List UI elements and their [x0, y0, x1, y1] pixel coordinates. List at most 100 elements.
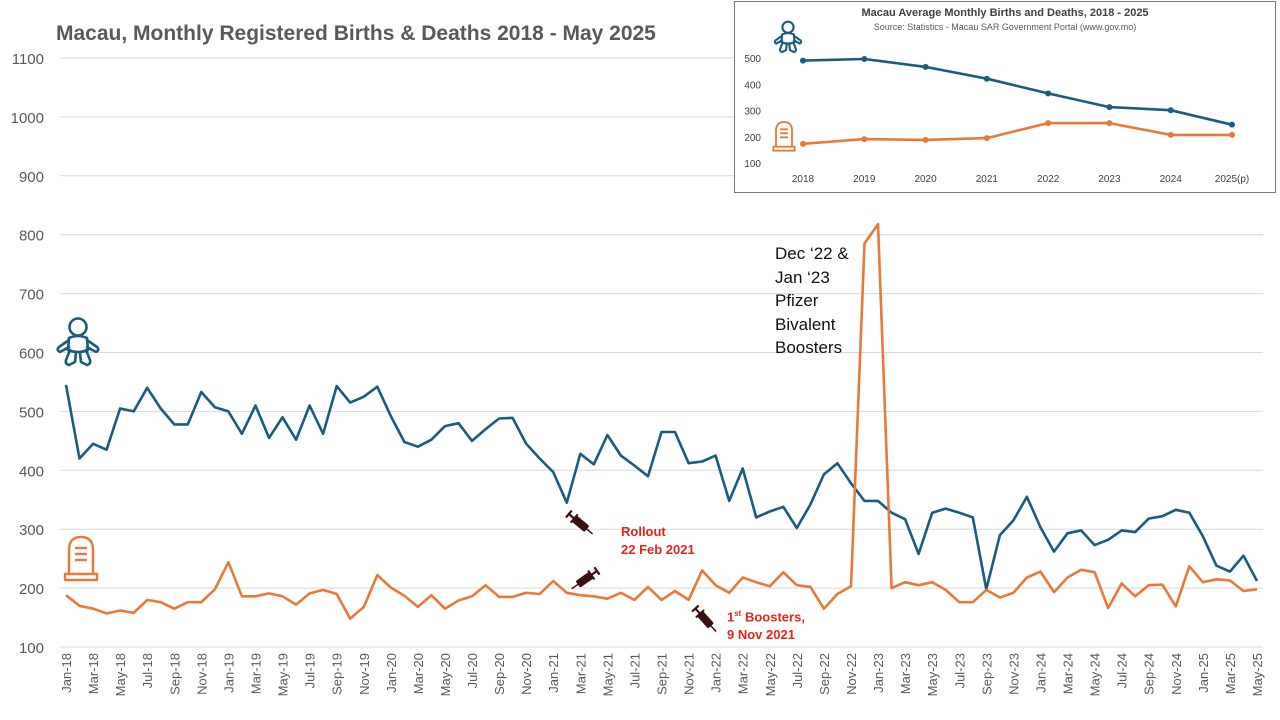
inset-series-line-deaths — [802, 121, 1232, 146]
inset-x-tick-label: 2020 — [914, 174, 937, 185]
inset-x-tick-label: 2018 — [792, 174, 815, 185]
inset-data-point — [983, 135, 990, 142]
inset-data-point — [1106, 104, 1113, 111]
x-tick-label: Nov-21 — [682, 653, 697, 695]
x-tick-label: Sep-20 — [492, 653, 507, 695]
annotation-line: 1st Boosters, — [727, 605, 805, 626]
x-tick-label: Jul-19 — [303, 653, 318, 688]
y-tick-label: 1100 — [12, 51, 44, 68]
inset-data-point — [861, 56, 868, 63]
x-tick-label: Jan-25 — [1196, 653, 1211, 693]
baby-icon — [773, 20, 803, 54]
y-tick-label: 500 — [19, 404, 44, 421]
annotation-text: Boosters, — [741, 609, 805, 625]
inset-y-tick-label: 500 — [744, 54, 761, 65]
inset-y-tick-label: 400 — [744, 80, 761, 91]
rollout-annotation: Rollout 22 Feb 2021 — [621, 523, 695, 559]
inset-data-point — [800, 140, 806, 147]
x-tick-label: Mar-24 — [1061, 653, 1076, 694]
annotation-line: Rollout — [621, 524, 666, 539]
annotation-line: Jan ‘23 — [775, 267, 830, 287]
x-tick-label: Nov-23 — [1006, 653, 1021, 695]
inset-chart: 100 200 300 400 500 2018 2019 2020 2021 2022 2023 2… — [744, 54, 1249, 185]
inset-subtitle: Source: Statistics - Macau SAR Governmen… — [873, 22, 1137, 32]
y-tick-label: 400 — [19, 463, 44, 480]
annotation-line: 9 Nov 2021 — [727, 627, 795, 643]
x-tick-label: Jan-18 — [59, 653, 74, 693]
x-tick-label: May-19 — [276, 653, 291, 696]
syringe-icon — [691, 604, 717, 633]
annotation-line: Bivalent — [775, 314, 836, 334]
x-tick-label: Jul-20 — [465, 653, 480, 688]
baby-icon — [56, 317, 100, 367]
inset-x-tick-label: 2024 — [1160, 174, 1183, 185]
x-tick-label: May-22 — [763, 653, 778, 696]
inset-data-point — [861, 136, 868, 143]
inset-x-tick-label: 2021 — [976, 174, 999, 185]
inset-data-point — [1229, 121, 1235, 128]
x-tick-label: Mar-22 — [736, 653, 751, 694]
x-tick-label: May-25 — [1250, 653, 1265, 696]
annotation-line: Boosters — [775, 338, 843, 357]
x-tick-label: Mar-25 — [1223, 653, 1238, 694]
annotation-text: 1 — [727, 609, 735, 625]
inset-chart-panel: 100 200 300 400 500 2018 2019 2020 2021 2022 2023 2… — [734, 1, 1276, 193]
y-tick-label: 100 — [19, 640, 44, 657]
x-tick-label: May-20 — [438, 653, 453, 696]
x-tick-label: Sep-18 — [167, 653, 182, 695]
x-tick-label: Jan-19 — [221, 653, 236, 693]
y-tick-label: 600 — [19, 346, 44, 363]
y-tick-label: 800 — [19, 228, 44, 245]
inset-x-tick-label: 2022 — [1037, 174, 1060, 185]
x-tick-label: Jul-21 — [627, 653, 642, 688]
inset-y-tick-label: 100 — [744, 159, 761, 170]
inset-data-point — [983, 75, 990, 82]
chart-title: Macau, Monthly Registered Births & Death… — [56, 22, 656, 45]
series-line-births — [64, 384, 1259, 591]
x-tick-label: Mar-20 — [411, 653, 426, 694]
y-tick-label: 200 — [19, 581, 44, 598]
x-tick-label: Nov-22 — [844, 653, 859, 695]
tombstone-icon — [63, 535, 99, 582]
inset-series-line-births — [802, 57, 1233, 126]
syringe-icon — [571, 566, 601, 590]
annotation-superscript: st — [734, 609, 742, 618]
x-tick-label: May-18 — [113, 653, 128, 696]
inset-data-point — [1167, 107, 1174, 114]
x-tick-label: Jul-22 — [790, 653, 805, 688]
inset-data-point — [1229, 131, 1235, 138]
x-tick-label: Mar-21 — [573, 653, 588, 694]
inset-data-point — [922, 63, 929, 70]
x-tick-label: Mar-19 — [248, 653, 263, 694]
annotation-line: Dec ‘22 & — [775, 244, 849, 263]
annotation-line: Pfizer — [775, 291, 819, 310]
x-tick-label: Jan-21 — [546, 653, 561, 693]
inset-x-tick-label: 2025(p) — [1215, 174, 1249, 185]
y-tick-label: 300 — [19, 522, 44, 539]
x-tick-label: Nov-19 — [357, 653, 372, 695]
inset-data-point — [1045, 90, 1052, 97]
x-tick-label: May-24 — [1088, 653, 1103, 696]
inset-title: Macau Average Monthly Births and Deaths,… — [861, 7, 1149, 19]
pfizer-bivalent-annotation: Dec ‘22 & Jan ‘23 Pfizer Bivalent Booste… — [775, 242, 849, 360]
x-tick-label: Jan-22 — [709, 653, 724, 693]
x-tick-label: Mar-18 — [86, 653, 101, 694]
x-tick-label: Sep-19 — [330, 653, 345, 695]
inset-y-tick-label: 200 — [744, 133, 761, 144]
x-tick-label: Sep-23 — [979, 653, 994, 695]
inset-data-point — [1045, 120, 1052, 127]
tombstone-icon — [772, 121, 796, 152]
x-tick-label: May-21 — [600, 653, 615, 696]
x-tick-label: Jul-24 — [1115, 653, 1130, 688]
x-tick-label: Jul-23 — [952, 653, 967, 688]
y-tick-label: 1000 — [11, 110, 44, 127]
inset-x-tick-label: 2023 — [1098, 174, 1121, 185]
y-tick-label: 900 — [19, 169, 44, 186]
series-line-deaths — [65, 222, 1258, 621]
x-tick-label: Jan-20 — [384, 653, 399, 693]
x-tick-label: Jul-18 — [140, 653, 155, 688]
x-tick-label: Sep-24 — [1142, 653, 1157, 695]
inset-data-point — [1106, 120, 1113, 127]
